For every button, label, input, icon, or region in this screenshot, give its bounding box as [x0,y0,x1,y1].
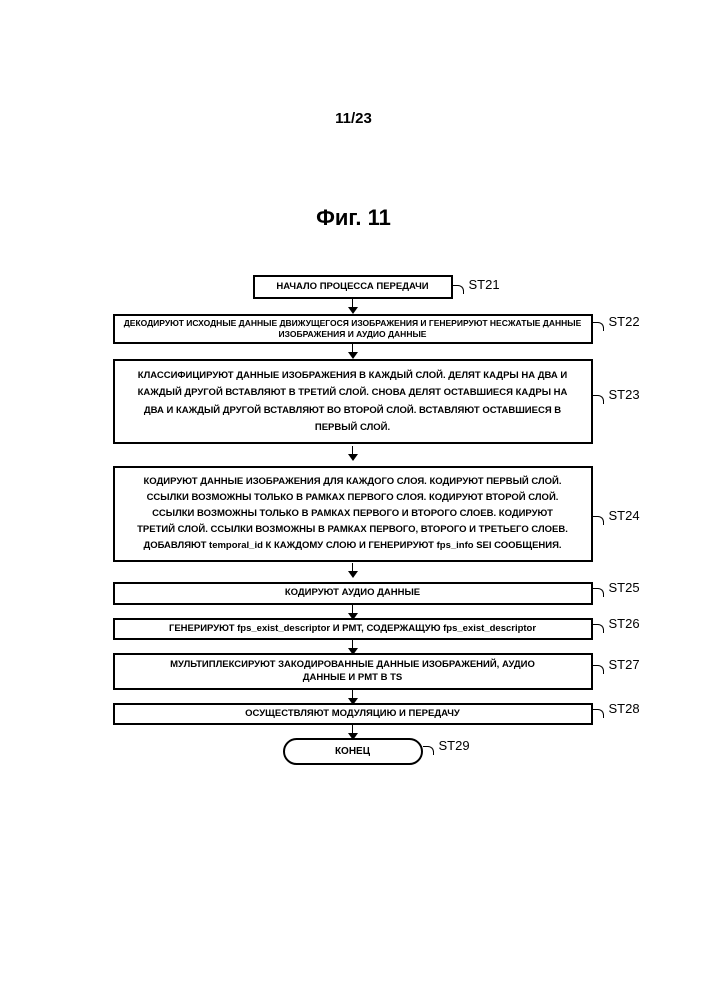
step-st25-wrap: КОДИРУЮТ АУДИО ДАННЫЕ ST25 [113,582,593,604]
step-st25-label: ST25 [609,580,640,595]
step-st25-box: КОДИРУЮТ АУДИО ДАННЫЕ [113,582,593,604]
page: 11/23 Фиг. 11 НАЧАЛО ПРОЦЕССА ПЕРЕДАЧИ S… [0,0,707,1000]
arrow [95,725,610,738]
step-st22-wrap: ДЕКОДИРУЮТ ИСХОДНЫЕ ДАННЫЕ ДВИЖУЩЕГОСЯ И… [113,314,593,344]
arrow [95,562,610,582]
step-st28-wrap: ОСУЩЕСТВЛЯЮТ МОДУЛЯЦИЮ И ПЕРЕДАЧУ ST28 [113,703,593,725]
step-st26-label: ST26 [609,616,640,631]
leader-line [593,624,604,633]
step-st27-wrap: МУЛЬТИПЛЕКСИРУЮТ ЗАКОДИРОВАННЫЕ ДАННЫЕ И… [113,653,593,690]
step-st29-wrap: КОНЕЦ ST29 [283,738,423,765]
leader-line [593,395,604,404]
step-st28-label: ST28 [609,701,640,716]
step-st21-label: ST21 [469,277,500,292]
leader-line [593,665,604,674]
leader-line [593,516,604,525]
figure-title: Фиг. 11 [0,205,707,231]
step-st22-label: ST22 [609,314,640,329]
arrow [95,640,610,653]
step-st29-box: КОНЕЦ [283,738,423,765]
step-st24-label: ST24 [609,508,640,523]
leader-line [593,322,604,331]
step-st23-wrap: КЛАССИФИЦИРУЮТ ДАННЫЕ ИЗОБРАЖЕНИЯ В КАЖД… [113,359,593,443]
step-st23-label: ST23 [609,387,640,402]
arrow [95,444,610,466]
leader-line [593,709,604,718]
flowchart: НАЧАЛО ПРОЦЕССА ПЕРЕДАЧИ ST21 ДЕКОДИРУЮТ… [95,275,610,765]
leader-line [423,746,434,755]
page-number: 11/23 [0,110,707,127]
arrow [95,690,610,703]
step-st24-wrap: КОДИРУЮТ ДАННЫЕ ИЗОБРАЖЕНИЯ ДЛЯ КАЖДОГО … [113,466,593,563]
step-st27-box: МУЛЬТИПЛЕКСИРУЮТ ЗАКОДИРОВАННЫЕ ДАННЫЕ И… [113,653,593,690]
step-st27-label: ST27 [609,657,640,672]
step-st23-box: КЛАССИФИЦИРУЮТ ДАННЫЕ ИЗОБРАЖЕНИЯ В КАЖД… [113,359,593,443]
step-st29-label: ST29 [439,738,470,753]
step-st28-box: ОСУЩЕСТВЛЯЮТ МОДУЛЯЦИЮ И ПЕРЕДАЧУ [113,703,593,725]
arrow [95,605,610,618]
step-st21-wrap: НАЧАЛО ПРОЦЕССА ПЕРЕДАЧИ ST21 [253,275,453,299]
arrow [95,344,610,359]
leader-line [453,285,464,294]
step-st24-box: КОДИРУЮТ ДАННЫЕ ИЗОБРАЖЕНИЯ ДЛЯ КАЖДОГО … [113,466,593,563]
step-st22-box: ДЕКОДИРУЮТ ИСХОДНЫЕ ДАННЫЕ ДВИЖУЩЕГОСЯ И… [113,314,593,344]
step-st26-wrap: ГЕНЕРИРУЮТ fps_exist_descriptor И PMT, С… [113,618,593,640]
arrow [95,299,610,314]
step-st26-box: ГЕНЕРИРУЮТ fps_exist_descriptor И PMT, С… [113,618,593,640]
leader-line [593,588,604,597]
step-st21-box: НАЧАЛО ПРОЦЕССА ПЕРЕДАЧИ [253,275,453,299]
